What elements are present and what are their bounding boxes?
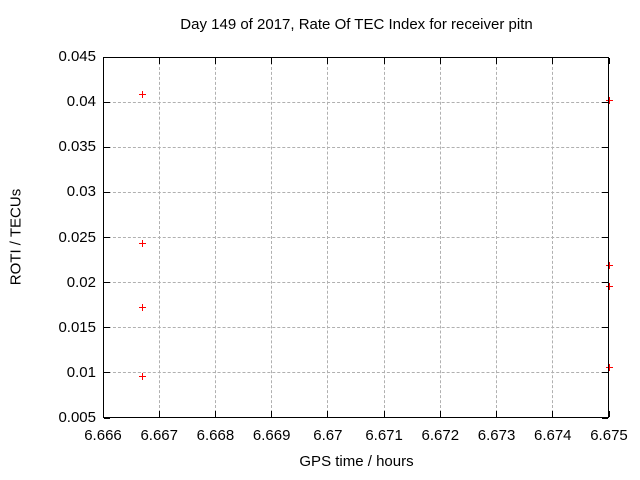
y-tick-mark [602, 372, 608, 374]
x-axis-title: GPS time / hours [299, 453, 414, 470]
x-tick-mark [327, 58, 329, 64]
h-gridline [103, 282, 609, 284]
y-tick-mark [602, 191, 608, 193]
y-tick-mark [104, 237, 110, 238]
x-tick-mark [271, 58, 273, 64]
data-point-marker [138, 240, 146, 248]
y-tick-mark [104, 417, 110, 419]
v-gridline [327, 57, 329, 418]
v-gridline [383, 57, 385, 418]
y-tick-mark [602, 282, 608, 284]
x-tick-label: 6.67 [313, 427, 343, 444]
y-tick-mark [104, 146, 110, 148]
y-tick-label: 0.035 [58, 138, 96, 156]
data-point-marker [605, 261, 613, 269]
x-tick-label: 6.667 [140, 427, 178, 444]
data-point-marker [138, 372, 146, 380]
y-tick-mark [602, 237, 608, 238]
x-tick-mark [496, 411, 498, 417]
x-tick-label: 6.673 [477, 427, 516, 444]
h-gridline [103, 191, 609, 193]
y-tick-mark [602, 417, 608, 419]
v-gridline [496, 57, 498, 418]
x-tick-mark [327, 411, 329, 417]
y-tick-mark [602, 56, 608, 58]
x-tick-mark [552, 411, 554, 417]
data-point-marker [605, 96, 613, 104]
x-tick-mark [214, 411, 216, 417]
data-point-marker [605, 282, 613, 290]
y-tick-label: 0.045 [58, 48, 96, 65]
y-tick-mark [602, 327, 608, 329]
x-tick-mark [271, 411, 273, 417]
x-tick-label: 6.666 [84, 427, 122, 444]
x-tick-label: 6.674 [533, 427, 572, 444]
y-tick-label: 0.02 [66, 273, 96, 291]
h-gridline [103, 372, 609, 374]
x-tick-mark [608, 58, 610, 64]
y-tick-mark [602, 101, 608, 103]
y-tick-mark [104, 327, 110, 329]
x-tick-mark [102, 58, 104, 64]
x-tick-mark [214, 58, 216, 64]
plot-area [102, 56, 613, 419]
v-gridline [214, 57, 216, 418]
x-tick-label: 6.672 [421, 427, 460, 444]
y-tick-mark [104, 191, 110, 193]
h-gridline [103, 146, 609, 148]
y-tick-mark [104, 282, 110, 284]
x-tick-mark [102, 411, 104, 417]
x-tick-mark [383, 411, 385, 417]
data-point-marker [605, 363, 613, 371]
v-gridline [158, 57, 160, 418]
x-tick-mark [383, 58, 385, 64]
x-tick-mark [158, 58, 160, 64]
y-tick-label: 0.03 [66, 183, 96, 201]
h-gridline [103, 101, 609, 103]
x-tick-mark [608, 411, 610, 417]
data-point-marker [138, 304, 146, 312]
y-tick-label: 0.005 [58, 409, 96, 426]
y-tick-label: 0.04 [66, 93, 96, 111]
v-gridline [552, 57, 554, 418]
x-tick-mark [552, 58, 554, 64]
x-tick-label: 6.669 [252, 427, 291, 444]
x-tick-mark [439, 58, 441, 64]
v-gridline [271, 57, 273, 418]
y-tick-label: 0.025 [58, 228, 96, 246]
h-gridline [103, 237, 609, 238]
x-tick-mark [439, 411, 441, 417]
y-tick-mark [602, 146, 608, 148]
x-tick-mark [158, 411, 160, 417]
y-tick-label: 0.01 [66, 363, 96, 381]
x-tick-mark [496, 58, 498, 64]
data-point-marker [138, 90, 146, 98]
y-axis-title: ROTI / TECUs [7, 188, 25, 286]
y-tick-mark [104, 56, 110, 58]
h-gridline [103, 327, 609, 329]
x-tick-label: 6.668 [196, 427, 235, 444]
y-tick-mark [104, 101, 110, 103]
x-tick-label: 6.671 [365, 427, 403, 444]
chart-title: Day 149 of 2017, Rate Of TEC Index for r… [180, 16, 533, 33]
v-gridline [439, 57, 441, 418]
y-tick-mark [104, 372, 110, 374]
x-tick-label: 6.675 [590, 427, 628, 444]
y-tick-label: 0.015 [58, 318, 96, 336]
